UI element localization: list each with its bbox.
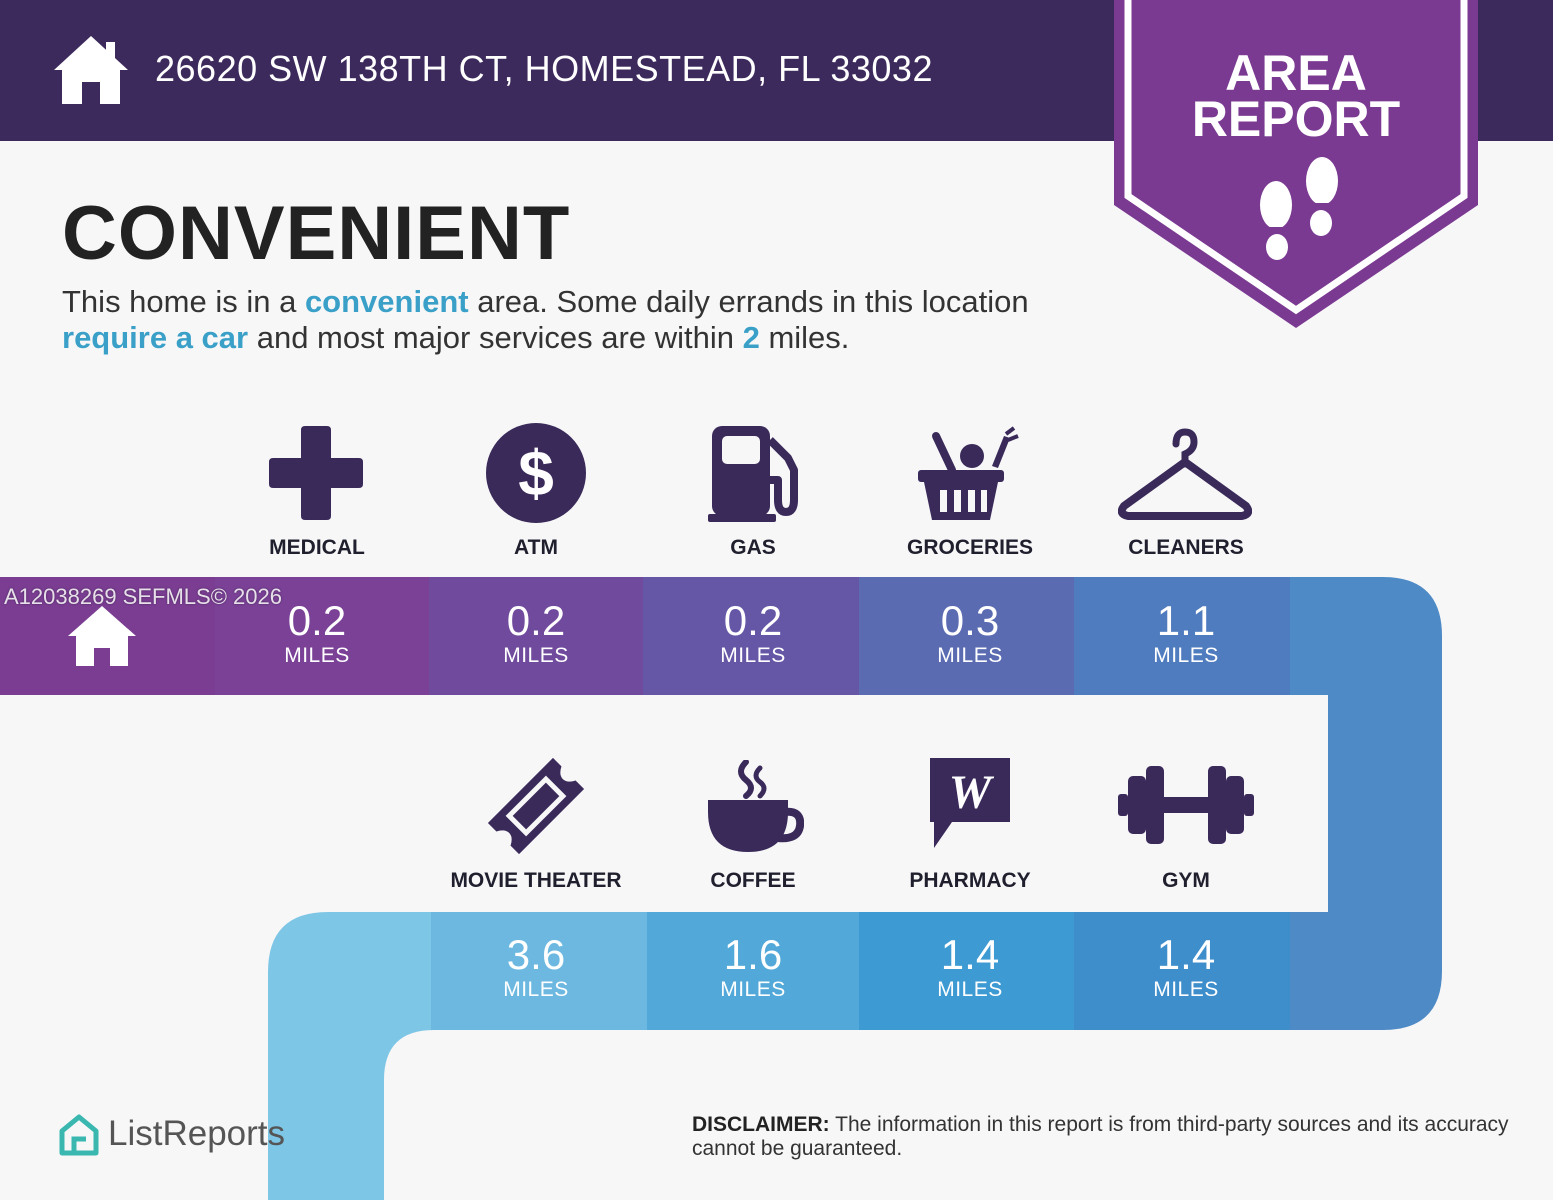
distance-unit: MILES [1153, 644, 1219, 667]
distance-unit: MILES [503, 978, 569, 1001]
hanger-icon [1118, 428, 1252, 520]
summary-highlight: 2 [742, 320, 760, 355]
coffee-cup-icon [708, 760, 804, 852]
area-report-badge [1114, 0, 1478, 328]
category-label-medical: MEDICAL [269, 536, 365, 559]
distance-groceries: 0.3 MILES [862, 598, 1078, 668]
distance-pharmacy: 1.4 MILES [862, 932, 1078, 1002]
medical-cross-icon [269, 426, 363, 520]
distance-unit: MILES [284, 644, 350, 667]
pharmacy-mark: W [949, 766, 995, 819]
pharmacy-icon: W [930, 758, 1010, 848]
category-label-atm: ATM [514, 536, 558, 559]
distance-value: 3.6 [506, 931, 566, 978]
distance-value: 0.2 [287, 597, 347, 644]
svg-text:$: $ [518, 437, 554, 509]
distance-value: 1.4 [940, 931, 1000, 978]
dumbbell-icon [1118, 766, 1254, 844]
category-label-cleaners: CLEANERS [1128, 536, 1244, 559]
distance-medical: 0.2 MILES [209, 598, 425, 668]
summary-part: area. Some daily errands in this locatio… [468, 284, 1029, 319]
summary-part: miles. [759, 320, 850, 355]
distance-unit: MILES [1153, 978, 1219, 1001]
home-icon [54, 36, 128, 104]
distance-value: 1.6 [723, 931, 783, 978]
category-label-coffee: COFFEE [710, 869, 796, 892]
convenience-headline: CONVENIENT [62, 191, 571, 276]
summary-text: This home is in a convenient area. Some … [62, 284, 1122, 356]
brand-name: ListReports [108, 1114, 286, 1153]
distance-value: 1.4 [1156, 931, 1216, 978]
distance-gas: 0.2 MILES [645, 598, 861, 668]
badge-title-line1: AREA [1225, 45, 1367, 101]
distance-unit: MILES [720, 978, 786, 1001]
distance-atm: 0.2 MILES [428, 598, 644, 668]
summary-highlight: convenient [304, 284, 469, 319]
gas-pump-icon [708, 426, 798, 522]
distance-unit: MILES [720, 644, 786, 667]
distance-unit: MILES [937, 644, 1003, 667]
footprints-icon [1258, 157, 1340, 260]
disclaimer-label: DISCLAIMER: [692, 1113, 830, 1136]
distance-value: 1.1 [1156, 597, 1216, 644]
ticket-icon [487, 757, 585, 855]
disclaimer-text: The information in this report is from t… [692, 1113, 1509, 1160]
summary-highlight: require a car [62, 320, 249, 355]
disclaimer: DISCLAIMER: The information in this repo… [692, 1113, 1512, 1161]
distance-coffee: 1.6 MILES [645, 932, 861, 1002]
distance-value: 0.2 [506, 597, 566, 644]
distance-value: 0.3 [940, 597, 1000, 644]
category-label-movie-theater: MOVIE THEATER [450, 869, 622, 892]
category-label-gas: GAS [730, 536, 776, 559]
distance-cleaners: 1.1 MILES [1078, 598, 1294, 668]
grocery-basket-icon [918, 426, 1019, 520]
distance-value: 0.2 [723, 597, 783, 644]
mls-watermark: A12038269 SEFMLS© 2026 [4, 584, 282, 609]
category-label-gym: GYM [1162, 869, 1210, 892]
property-address: 26620 SW 138TH CT, HOMESTEAD, FL 33032 [155, 48, 933, 89]
category-label-pharmacy: PHARMACY [909, 869, 1031, 892]
badge-title-line2: REPORT [1191, 91, 1401, 147]
category-label-groceries: GROCERIES [906, 536, 1034, 559]
listreports-logo-icon [59, 1114, 99, 1156]
distance-gym: 1.4 MILES [1078, 932, 1294, 1002]
dollar-icon: $ [486, 423, 586, 523]
summary-part: This home is in a [62, 284, 305, 319]
distance-movie-theater: 3.6 MILES [428, 932, 644, 1002]
distance-unit: MILES [937, 978, 1003, 1001]
distance-unit: MILES [503, 644, 569, 667]
summary-part: and most major services are within [248, 320, 743, 355]
home-start-icon [68, 606, 136, 666]
